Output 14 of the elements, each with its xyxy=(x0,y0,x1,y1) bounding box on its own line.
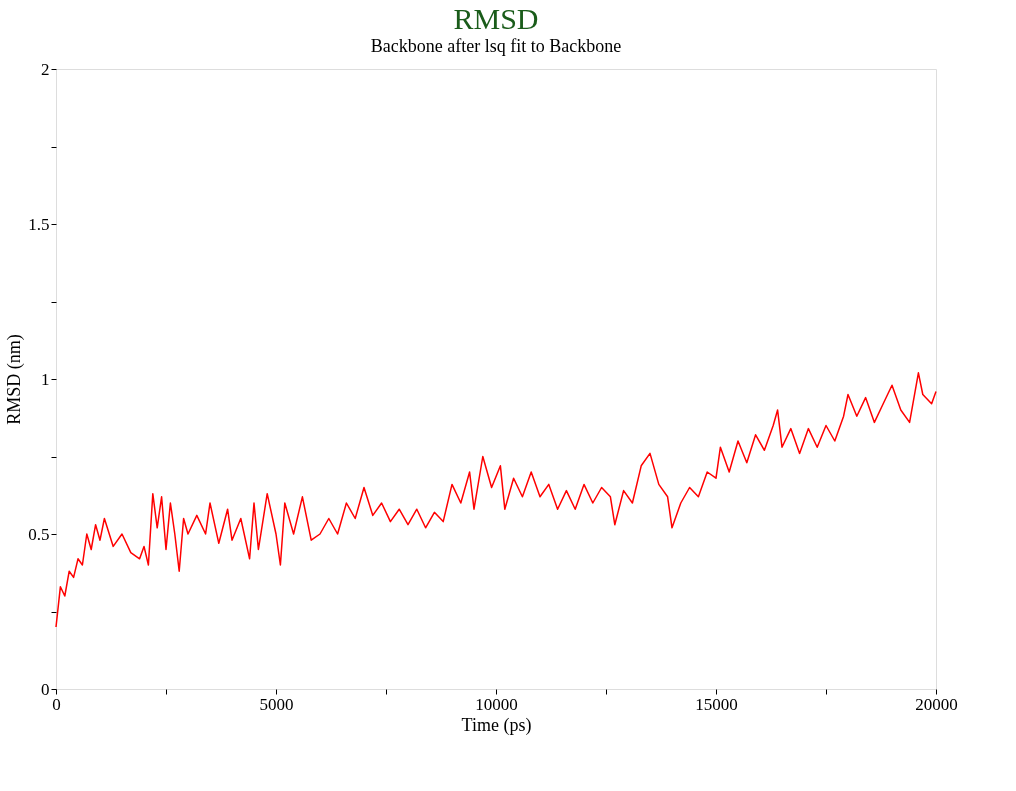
x-tick-label: 5000 xyxy=(259,694,294,714)
x-tick-label: 10000 xyxy=(475,694,518,714)
line-series xyxy=(55,372,937,628)
chart-subtitle: Backbone after lsq fit to Backbone xyxy=(370,36,622,56)
x-axis-title: Time (ps) xyxy=(461,714,532,736)
y-tick-label: 1 xyxy=(41,369,50,389)
y-tick-label: 0.5 xyxy=(28,524,50,544)
y-axis-title: RMSD (nm) xyxy=(4,334,26,425)
y-tick-label: 1.5 xyxy=(28,214,50,234)
y-tick-label: 0 xyxy=(41,679,50,699)
x-tick-label: 15000 xyxy=(695,694,738,714)
y-tick-label: 2 xyxy=(41,59,50,79)
x-tick-label: 20000 xyxy=(915,694,958,714)
chart-title: RMSD xyxy=(453,2,539,35)
